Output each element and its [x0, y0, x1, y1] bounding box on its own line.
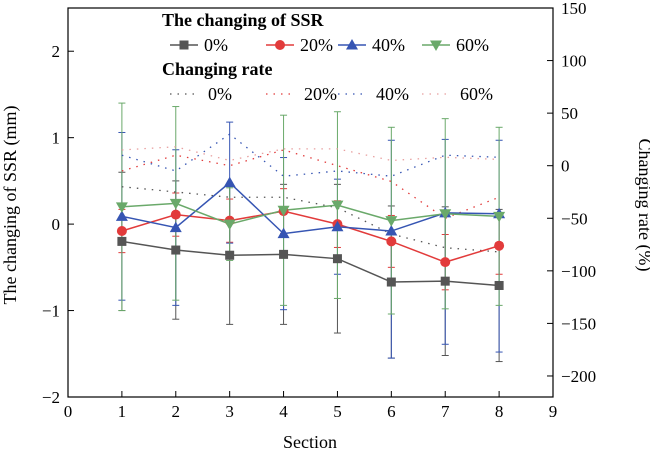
y2-tick-label-0: −200 — [561, 367, 596, 386]
x-tick-label-9: 9 — [549, 402, 558, 421]
y2-axis-title: Changing rate (%) — [634, 139, 650, 272]
y-tick-label-1: −1 — [42, 302, 60, 321]
legend-title-rate: Changing rate — [162, 59, 273, 79]
x-tick-label-6: 6 — [387, 402, 396, 421]
legend-rate-label-3: 60% — [460, 84, 493, 104]
point-2-0 — [115, 210, 128, 221]
legend-items: 0% 20% 40% 60% 0% 20% 40% 60% — [170, 35, 493, 104]
legend-ssr-label-1: 20% — [300, 35, 333, 55]
y2-tick-label-5: 50 — [561, 104, 578, 123]
point-1-1 — [170, 209, 181, 220]
legend-title-ssr: The changing of SSR — [162, 10, 325, 30]
point-3-5 — [385, 216, 398, 227]
x-tick-label-3: 3 — [225, 402, 234, 421]
rate-lines — [121, 133, 500, 253]
y-tick-label-2: 0 — [52, 215, 61, 234]
legend-ssr-marker-0 — [179, 40, 189, 50]
legend-ssr-label-0: 0% — [204, 35, 228, 55]
point-3-4 — [331, 200, 344, 212]
y-axis-title: The changing of SSR (mm) — [0, 106, 21, 305]
legend-rate-label-2: 40% — [376, 84, 409, 104]
y-tick-label-4: 2 — [52, 42, 61, 61]
ssr-lines — [121, 181, 500, 287]
point-1-5 — [386, 236, 397, 247]
y2-tick-label-4: 0 — [561, 157, 570, 176]
x-tick-label-5: 5 — [333, 402, 342, 421]
x-tick-label-7: 7 — [441, 402, 450, 421]
y2-tick-label-3: −50 — [561, 209, 588, 228]
point-1-0 — [116, 226, 127, 237]
point-0-5 — [386, 277, 396, 287]
point-0-2 — [225, 250, 235, 260]
tick-labels: 0 1 2 3 4 5 6 7 8 9 −2 −1 0 1 2 −200 −150 −100 −50 0 50 100 15… — [42, 0, 596, 421]
point-0-3 — [279, 249, 289, 259]
point-2-2 — [223, 176, 236, 188]
y-tick-label-3: 1 — [52, 129, 61, 148]
point-2-3 — [277, 227, 290, 239]
legend: The changing of SSR Changing rate 0% 20% 4… — [162, 10, 493, 104]
y-tick-label-0: −2 — [42, 388, 60, 407]
point-3-7 — [493, 211, 506, 223]
y2-tick-label-7: 150 — [561, 0, 587, 18]
legend-ssr-marker-2 — [346, 39, 358, 50]
rate-line-series-1 — [121, 149, 500, 220]
point-0-0 — [117, 236, 127, 246]
point-3-6 — [439, 209, 452, 220]
point-3-2 — [223, 219, 236, 231]
x-tick-label-8: 8 — [495, 402, 504, 421]
point-0-7 — [494, 280, 504, 290]
x-tick-label-2: 2 — [172, 402, 181, 421]
x-axis-title: Section — [283, 432, 337, 452]
markers — [115, 176, 506, 290]
x-tick-label-0: 0 — [64, 402, 73, 421]
point-0-1 — [171, 245, 181, 255]
ssr-line-series-2 — [121, 181, 500, 235]
point-1-7 — [494, 240, 505, 251]
ticks — [67, 7, 554, 398]
point-2-4 — [331, 220, 344, 232]
rate-line-series-0 — [121, 186, 500, 253]
legend-ssr-marker-1 — [275, 40, 285, 50]
y2-tick-label-6: 100 — [561, 52, 587, 71]
point-0-4 — [332, 254, 342, 264]
point-2-5 — [385, 225, 398, 236]
y2-tick-label-1: −150 — [561, 314, 596, 333]
point-3-3 — [277, 205, 290, 217]
rate-line-series-2 — [121, 133, 500, 177]
point-3-1 — [169, 198, 182, 210]
plot-frame — [67, 7, 554, 398]
x-tick-label-4: 4 — [279, 402, 288, 421]
legend-rate-label-0: 0% — [208, 84, 232, 104]
ssr-line-series-1 — [121, 210, 500, 263]
point-0-6 — [440, 276, 450, 286]
legend-ssr-label-2: 40% — [372, 35, 405, 55]
legend-rate-label-1: 20% — [304, 84, 337, 104]
ssr-line-series-3 — [121, 202, 500, 225]
legend-ssr-marker-3 — [430, 40, 442, 51]
ssr-line-series-0 — [121, 240, 500, 287]
point-2-1 — [169, 221, 182, 233]
x-tick-label-1: 1 — [118, 402, 127, 421]
y2-tick-label-2: −100 — [561, 262, 596, 281]
error-bars — [118, 102, 503, 363]
point-1-6 — [440, 257, 451, 268]
point-3-0 — [115, 202, 128, 213]
legend-ssr-label-3: 60% — [456, 35, 489, 55]
